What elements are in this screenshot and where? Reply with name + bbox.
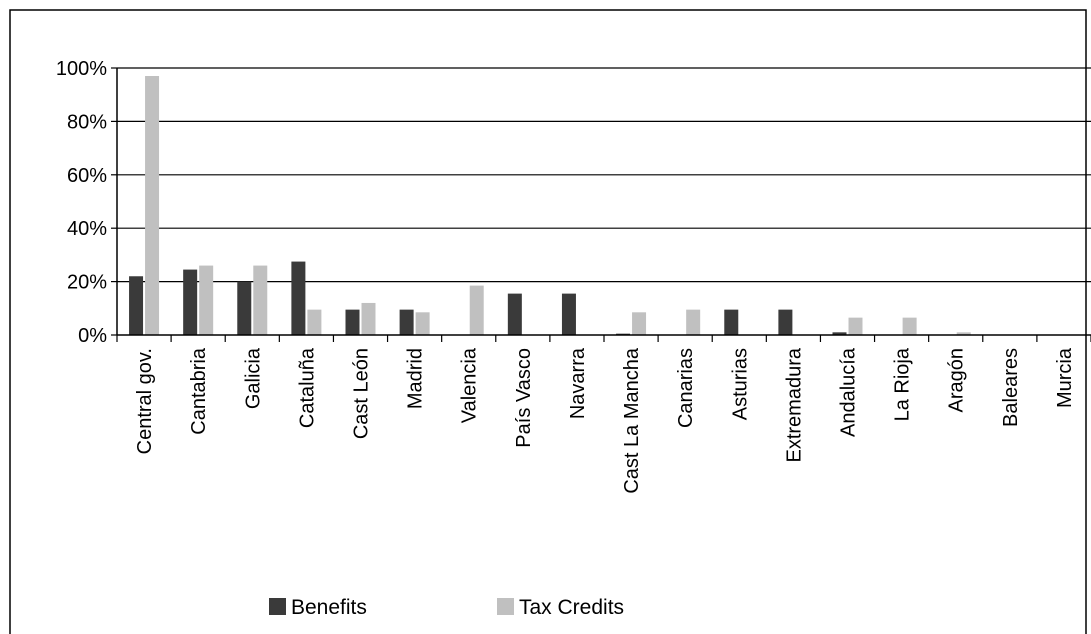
y-tick-label: 80% bbox=[67, 111, 107, 133]
y-axis-ticks: 0% 20% 40% 60% 80% 100% bbox=[56, 58, 117, 347]
x-category-label-cast-la-mancha: Cast La Mancha bbox=[621, 347, 643, 494]
bar-tax-credits-galicia bbox=[253, 265, 268, 335]
bar-tax-credits-cataluna bbox=[307, 309, 322, 335]
bar-benefits-pais-vasco bbox=[507, 293, 522, 335]
x-category-label-pais-vasco: País Vasco bbox=[513, 348, 535, 448]
x-category-label-extremadura: Extremadura bbox=[783, 347, 805, 462]
legend: Benefits Tax Credits bbox=[269, 596, 624, 619]
bar-benefits-cast-leon bbox=[345, 309, 360, 335]
bar-tax-credits-andalucia bbox=[848, 317, 863, 335]
x-category-label-cantabria: Cantabria bbox=[188, 347, 210, 435]
bar-tax-credits-cast-la-mancha bbox=[632, 312, 647, 335]
y-tick-label: 20% bbox=[67, 272, 107, 294]
bar-benefits-madrid bbox=[399, 309, 414, 335]
x-category-label-madrid: Madrid bbox=[405, 348, 427, 409]
y-tick-label: 0% bbox=[78, 325, 107, 347]
x-category-label-galicia: Galicia bbox=[242, 347, 264, 409]
y-tick-label: 40% bbox=[67, 218, 107, 240]
legend-label-benefits: Benefits bbox=[291, 596, 367, 619]
legend-swatch-benefits bbox=[269, 598, 286, 615]
x-category-label-navarra: Navarra bbox=[567, 347, 589, 419]
bar-tax-credits-aragon bbox=[956, 332, 971, 335]
x-category-label-valencia: Valencia bbox=[459, 347, 481, 423]
bar-tax-credits-cast-leon bbox=[361, 302, 376, 335]
bar-tax-credits-la-rioja bbox=[902, 317, 917, 335]
bar-tax-credits-cantabria bbox=[199, 265, 214, 335]
bar-tax-credits-madrid bbox=[415, 312, 430, 335]
x-category-label-murcia: Murcia bbox=[1054, 347, 1076, 408]
bar-benefits-extremadura bbox=[778, 309, 793, 335]
bar-benefits-galicia bbox=[237, 281, 252, 335]
bar-benefits-asturias bbox=[724, 309, 739, 335]
bar-tax-credits-canarias bbox=[686, 309, 701, 335]
x-category-label-cast-leon: Cast León bbox=[351, 348, 373, 439]
bar-benefits-navarra bbox=[561, 293, 576, 335]
x-axis-ticks: Central gov. Cantabria Galicia Cataluña Cast… bbox=[116, 335, 1091, 494]
bars bbox=[129, 76, 971, 335]
y-tick-label: 60% bbox=[67, 165, 107, 187]
bar-benefits-cataluna bbox=[291, 261, 306, 335]
bar-benefits-cantabria bbox=[183, 269, 198, 335]
gridlines bbox=[117, 67, 1091, 283]
x-category-label-baleares: Baleares bbox=[1000, 348, 1022, 427]
bar-benefits-central-gov bbox=[129, 276, 144, 335]
bar-benefits-andalucia bbox=[832, 332, 847, 335]
y-tick-label: 100% bbox=[56, 58, 107, 80]
chart-border bbox=[9, 9, 1087, 634]
x-category-label-andalucia: Andalucía bbox=[838, 347, 860, 437]
bar-tax-credits-valencia bbox=[469, 285, 484, 335]
x-category-label-central-gov: Central gov. bbox=[134, 348, 156, 454]
x-category-label-asturias: Asturias bbox=[729, 348, 751, 420]
legend-label-tax-credits: Tax Credits bbox=[519, 596, 624, 619]
x-category-label-cataluna: Cataluña bbox=[296, 347, 318, 428]
x-category-label-la-rioja: La Rioja bbox=[892, 347, 914, 421]
x-category-label-aragon: Aragón bbox=[946, 348, 968, 413]
legend-swatch-tax-credits bbox=[497, 598, 514, 615]
x-category-label-canarias: Canarias bbox=[675, 348, 697, 428]
bar-tax-credits-central-gov bbox=[145, 76, 160, 335]
